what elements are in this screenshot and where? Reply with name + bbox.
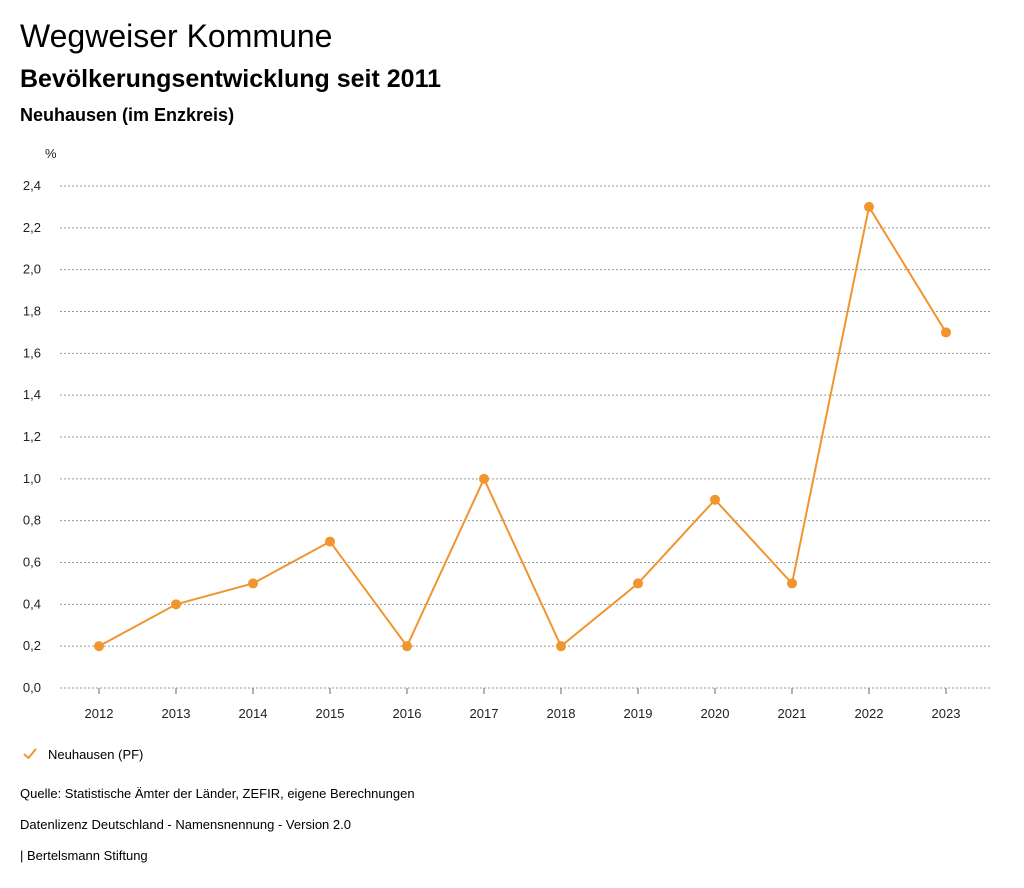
x-tick-label: 2021 (778, 706, 807, 721)
x-axis-ticks: 2012 2013 2014 2015 2016 2017 2018 2019 2020 2021… (85, 688, 961, 721)
data-point[interactable] (402, 641, 412, 652)
x-tick-label: 2016 (393, 706, 422, 721)
checkmark-icon (23, 748, 37, 759)
x-tick-label: 2014 (239, 706, 268, 721)
data-point[interactable] (248, 578, 258, 589)
x-tick-label: 2022 (855, 706, 884, 721)
series-line (98, 205, 947, 648)
y-tick-label: 1,0 (23, 471, 41, 486)
data-point[interactable] (941, 327, 951, 338)
y-tick-label: 1,8 (23, 304, 41, 319)
license-note[interactable]: Datenlizenz Deutschland - Namensnennung … (20, 817, 351, 832)
data-point[interactable] (633, 578, 643, 589)
y-tick-label: 1,2 (23, 429, 41, 444)
x-tick-label: 2019 (624, 706, 653, 721)
y-tick-label: 0,0 (23, 680, 41, 695)
chart-subtitle: Bevölkerungsentwicklung seit 2011 (20, 65, 441, 93)
data-point[interactable] (94, 641, 104, 652)
grid-lines (60, 185, 991, 689)
data-point[interactable] (171, 599, 181, 610)
data-point[interactable] (710, 494, 720, 505)
y-tick-label: 0,6 (23, 555, 41, 570)
y-tick-label: 1,6 (23, 345, 41, 360)
data-point[interactable] (556, 641, 566, 652)
data-point[interactable] (479, 473, 489, 484)
y-tick-label: 1,4 (23, 387, 41, 402)
page-title: Wegweiser Kommune (20, 18, 333, 54)
series-neuhausen (94, 201, 951, 652)
source-note: Quelle: Statistische Ämter der Länder, Z… (20, 786, 415, 801)
x-tick-label: 2020 (701, 706, 730, 721)
x-tick-label: 2012 (85, 706, 114, 721)
data-point[interactable] (325, 536, 335, 547)
line-chart: % 0,0 0,2 0,4 0,6 0,8 1,0 1,2 1,4 1,6 1,8 2,0 2,2 2,… (23, 146, 991, 721)
x-tick-label: 2023 (932, 706, 961, 721)
x-tick-label: 2013 (162, 706, 191, 721)
y-tick-label: 0,8 (23, 513, 41, 528)
legend-label: Neuhausen (PF) (48, 746, 144, 762)
y-axis-ticks: 0,0 0,2 0,4 0,6 0,8 1,0 1,2 1,4 1,6 1,8 2,0 2,2 2,4 (23, 178, 41, 695)
y-tick-label: 0,2 (23, 638, 41, 653)
x-tick-label: 2015 (316, 706, 345, 721)
data-point[interactable] (787, 578, 797, 589)
y-axis-unit-label: % (45, 146, 57, 161)
publisher-note[interactable]: | Bertelsmann Stiftung (20, 848, 148, 863)
y-tick-label: 2,2 (23, 220, 41, 235)
y-tick-label: 2,0 (23, 262, 41, 277)
x-tick-label: 2018 (547, 706, 576, 721)
chart-legend[interactable]: Neuhausen (PF) (20, 744, 143, 764)
y-tick-label: 2,4 (23, 178, 41, 193)
x-tick-label: 2017 (470, 706, 499, 721)
region-name: Neuhausen (im Enzkreis) (20, 105, 235, 125)
y-tick-label: 0,4 (23, 596, 41, 611)
data-point[interactable] (864, 201, 874, 212)
